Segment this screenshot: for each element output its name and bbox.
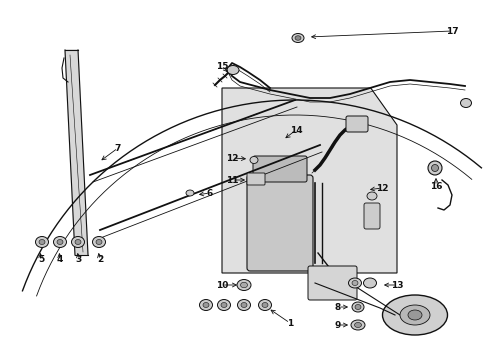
Text: 12: 12	[375, 184, 387, 193]
Ellipse shape	[185, 190, 194, 196]
Ellipse shape	[399, 305, 429, 325]
Ellipse shape	[92, 237, 105, 248]
Ellipse shape	[354, 323, 361, 328]
Text: 1: 1	[286, 319, 292, 328]
Text: 7: 7	[115, 144, 121, 153]
Text: 8: 8	[334, 302, 341, 311]
Text: 3: 3	[76, 256, 82, 265]
FancyBboxPatch shape	[252, 156, 306, 182]
Ellipse shape	[351, 280, 357, 285]
Text: 10: 10	[215, 280, 228, 289]
Ellipse shape	[57, 239, 63, 244]
Ellipse shape	[382, 295, 447, 335]
Ellipse shape	[71, 237, 84, 248]
Ellipse shape	[363, 278, 376, 288]
Ellipse shape	[262, 302, 267, 307]
Text: 14: 14	[289, 126, 302, 135]
Polygon shape	[222, 88, 396, 273]
Polygon shape	[65, 50, 88, 255]
Text: 13: 13	[390, 280, 403, 289]
Text: 9: 9	[334, 320, 341, 329]
Ellipse shape	[366, 192, 376, 200]
Ellipse shape	[291, 33, 304, 42]
Ellipse shape	[203, 302, 208, 307]
Ellipse shape	[217, 300, 230, 310]
Ellipse shape	[427, 161, 441, 175]
Text: 11: 11	[225, 176, 238, 185]
Ellipse shape	[240, 282, 247, 288]
Ellipse shape	[407, 310, 421, 320]
Text: 15: 15	[215, 62, 228, 71]
FancyBboxPatch shape	[363, 203, 379, 229]
Ellipse shape	[75, 239, 81, 244]
Text: 5: 5	[38, 256, 44, 265]
FancyBboxPatch shape	[307, 266, 356, 300]
Ellipse shape	[53, 237, 66, 248]
Text: 16: 16	[429, 181, 441, 190]
Text: 2: 2	[97, 256, 103, 265]
FancyBboxPatch shape	[346, 116, 367, 132]
Ellipse shape	[199, 300, 212, 310]
Ellipse shape	[294, 36, 301, 40]
Text: 6: 6	[206, 189, 213, 198]
Ellipse shape	[237, 300, 250, 310]
Ellipse shape	[354, 305, 360, 310]
Ellipse shape	[351, 302, 363, 312]
Text: 12: 12	[225, 153, 238, 162]
Ellipse shape	[348, 278, 361, 288]
Ellipse shape	[430, 165, 438, 171]
Ellipse shape	[241, 302, 246, 307]
Ellipse shape	[39, 239, 45, 244]
Ellipse shape	[96, 239, 102, 244]
Ellipse shape	[237, 279, 250, 291]
Text: 4: 4	[57, 256, 63, 265]
Ellipse shape	[460, 99, 470, 108]
FancyBboxPatch shape	[246, 175, 312, 271]
FancyBboxPatch shape	[246, 173, 264, 185]
Ellipse shape	[36, 237, 48, 248]
Ellipse shape	[350, 320, 364, 330]
Ellipse shape	[258, 300, 271, 310]
Ellipse shape	[249, 157, 258, 163]
Text: 17: 17	[445, 27, 457, 36]
Ellipse shape	[221, 302, 226, 307]
Ellipse shape	[226, 66, 239, 75]
